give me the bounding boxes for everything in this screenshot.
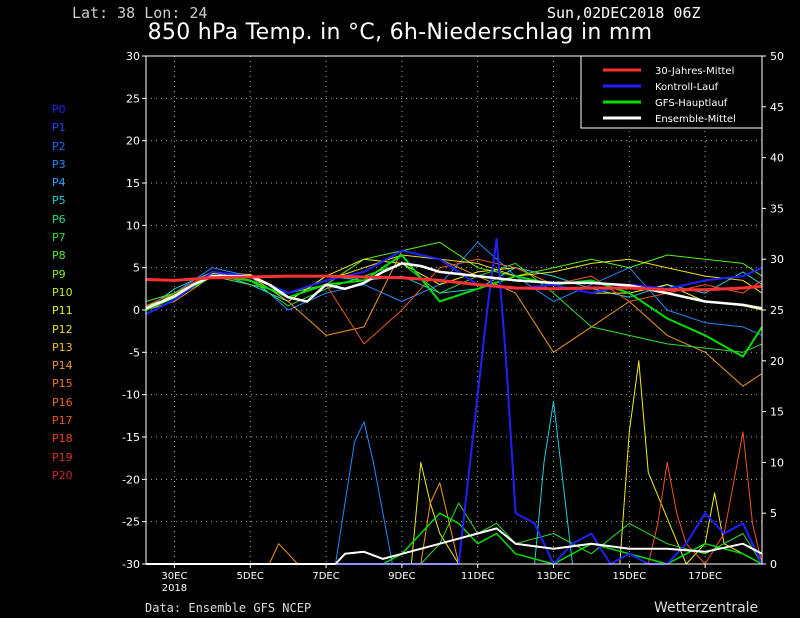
- member-label: P20: [52, 468, 73, 482]
- member-label: P13: [52, 340, 73, 354]
- x-tick-label: 5DEC: [237, 571, 264, 582]
- series-line: [145, 241, 763, 302]
- left-tick-label: -10: [122, 389, 140, 402]
- legend-label: Ensemble-Mittel: [655, 114, 736, 125]
- legend-box: [580, 55, 763, 129]
- brand-label: Wetterzentrale: [654, 600, 759, 616]
- member-list: P0 P1 P2 P3 P4 P5 P6 P7 P8 P9 P10 P11 P12 P13 P14 P15 P1…: [52, 101, 73, 485]
- right-tick-label: 35: [770, 202, 784, 215]
- series-line: [146, 512, 763, 565]
- left-tick-label: -5: [129, 346, 140, 359]
- x-tick-label: 17DEC: [688, 571, 722, 582]
- member-label: P14: [52, 359, 73, 373]
- right-tick-label: 0: [770, 558, 777, 571]
- member-label: P2: [52, 139, 66, 153]
- left-tick-label: -30: [122, 558, 140, 571]
- x-tick-label: 15DEC: [612, 571, 646, 582]
- member-label: P17: [52, 414, 73, 428]
- member-label: P3: [52, 157, 66, 171]
- legend: 30-Jahres-Mittel Kontroll-Lauf GFS-Hauptla…: [580, 55, 763, 129]
- right-tick-label: 30: [770, 253, 784, 266]
- series-line: [146, 502, 763, 565]
- series-line: [146, 431, 763, 565]
- series-line: [146, 421, 762, 565]
- chart-title: 850 hPa Temp. in °C, 6h-Niederschlag in …: [147, 20, 653, 45]
- series-line: [146, 237, 763, 565]
- member-label: P5: [52, 194, 66, 208]
- series-lines: [145, 237, 763, 565]
- left-tick-label: 5: [133, 262, 140, 275]
- member-label: P11: [52, 304, 73, 318]
- x-tick-label: 9DEC: [388, 571, 415, 582]
- left-tick-label: 25: [126, 92, 140, 105]
- left-tick-label: 30: [126, 50, 140, 63]
- left-tick-label: -15: [122, 431, 140, 444]
- grid: [146, 56, 762, 564]
- member-label: P0: [52, 103, 66, 116]
- left-tick-label: 10: [126, 219, 140, 232]
- x-tick-sublabel: 2018: [162, 583, 187, 594]
- right-tick-label: 25: [770, 304, 784, 317]
- right-tick-label: 5: [770, 507, 777, 520]
- series-line: [145, 254, 763, 309]
- right-tick-label: 15: [770, 406, 784, 419]
- x-tick-label: 30EC: [161, 571, 187, 582]
- member-label: P4: [52, 176, 66, 190]
- series-line: [146, 527, 763, 565]
- member-label: P9: [52, 267, 66, 281]
- series-line: [145, 250, 763, 387]
- left-axis: 30 25 20 15 10 5 0 -5 -10 -15 -20 -25 -30: [122, 50, 146, 571]
- member-label: P6: [52, 212, 66, 226]
- member-label: P16: [52, 395, 73, 409]
- plot-frame: [145, 55, 763, 565]
- data-source: Data: Ensemble GFS NCEP: [145, 601, 312, 615]
- run-datetime: Sun,02DEC2018 06Z: [547, 4, 701, 22]
- member-label: P12: [52, 322, 73, 336]
- member-label: P19: [52, 450, 73, 464]
- x-tick-label: 11DEC: [461, 571, 495, 582]
- series-line: [145, 267, 763, 311]
- left-tick-label: 20: [126, 135, 140, 148]
- series-line: [145, 258, 763, 345]
- member-label: P7: [52, 231, 66, 245]
- member-label: P15: [52, 377, 73, 391]
- member-label: P8: [52, 249, 66, 263]
- x-tick-label: 7DEC: [312, 571, 339, 582]
- legend-label: 30-Jahres-Mittel: [655, 66, 734, 77]
- left-tick-label: 15: [126, 177, 140, 190]
- member-label: P18: [52, 432, 73, 446]
- left-tick-label: -20: [122, 473, 140, 486]
- location-label: Lat: 38 Lon: 24: [72, 4, 208, 22]
- member-label: P1: [52, 121, 66, 135]
- series-line: [145, 254, 763, 358]
- series-line: [146, 360, 763, 565]
- left-tick-label: -25: [122, 516, 140, 529]
- series-line: [145, 258, 763, 311]
- member-label: P10: [52, 285, 73, 299]
- x-tick-label: 13DEC: [537, 571, 571, 582]
- right-tick-label: 50: [770, 50, 784, 63]
- right-tick-label: 20: [770, 355, 784, 368]
- right-tick-label: 40: [770, 152, 784, 165]
- right-tick-label: 45: [770, 101, 784, 114]
- series-line: [145, 274, 763, 292]
- left-tick-label: 0: [133, 304, 140, 317]
- legend-label: GFS-Hauptlauf: [655, 98, 728, 109]
- legend-label: Kontroll-Lauf: [655, 82, 719, 93]
- right-tick-label: 10: [770, 456, 784, 469]
